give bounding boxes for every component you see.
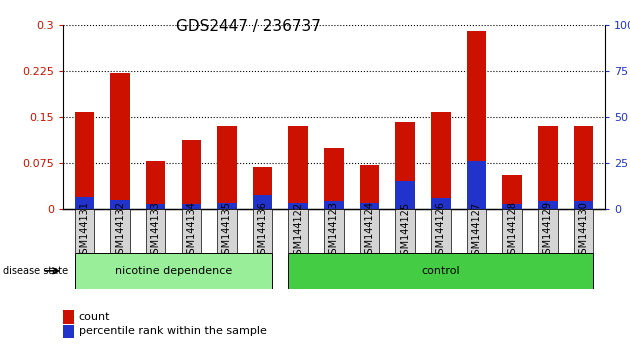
Text: GSM144123: GSM144123 (329, 201, 339, 261)
Bar (360, 165, 379, 209)
FancyBboxPatch shape (146, 209, 166, 253)
Bar (146, 204, 166, 209)
FancyBboxPatch shape (253, 209, 272, 253)
Text: GSM144131: GSM144131 (79, 201, 89, 261)
Bar (573, 126, 593, 209)
Bar (538, 201, 558, 209)
Bar (467, 161, 486, 209)
Text: GSM144127: GSM144127 (471, 201, 481, 261)
FancyBboxPatch shape (467, 209, 486, 253)
Bar (431, 112, 450, 209)
FancyBboxPatch shape (181, 209, 201, 253)
FancyBboxPatch shape (289, 253, 593, 289)
Bar (467, 31, 486, 209)
Bar (74, 112, 94, 209)
Bar (146, 161, 166, 209)
Text: GSM144130: GSM144130 (578, 201, 588, 261)
Bar (396, 181, 415, 209)
Text: percentile rank within the sample: percentile rank within the sample (79, 326, 266, 336)
Bar (573, 201, 593, 209)
FancyBboxPatch shape (289, 209, 308, 253)
Text: GSM144122: GSM144122 (293, 201, 303, 261)
Bar (502, 175, 522, 209)
FancyBboxPatch shape (573, 209, 593, 253)
Bar (253, 195, 272, 209)
Text: GSM144124: GSM144124 (365, 201, 375, 261)
FancyBboxPatch shape (74, 209, 94, 253)
Bar (538, 126, 558, 209)
FancyBboxPatch shape (110, 209, 130, 253)
Bar (360, 203, 379, 209)
FancyBboxPatch shape (324, 209, 344, 253)
Text: GSM144129: GSM144129 (543, 201, 553, 261)
Text: disease state: disease state (3, 266, 68, 276)
Bar (502, 204, 522, 209)
FancyBboxPatch shape (360, 209, 379, 253)
Bar (181, 140, 201, 209)
FancyBboxPatch shape (431, 209, 450, 253)
Bar (110, 73, 130, 209)
Bar (217, 126, 237, 209)
Bar (217, 203, 237, 209)
Text: GDS2447 / 236737: GDS2447 / 236737 (176, 19, 321, 34)
Text: GSM144128: GSM144128 (507, 201, 517, 261)
Text: nicotine dependence: nicotine dependence (115, 266, 232, 276)
Text: GSM144134: GSM144134 (186, 201, 197, 261)
Bar (431, 198, 450, 209)
Bar (74, 196, 94, 209)
Text: GSM144126: GSM144126 (436, 201, 446, 261)
FancyBboxPatch shape (396, 209, 415, 253)
Text: count: count (79, 312, 110, 322)
Bar (253, 167, 272, 209)
Text: GSM144133: GSM144133 (151, 201, 161, 261)
Bar (324, 148, 344, 209)
Bar (289, 203, 308, 209)
Bar (396, 122, 415, 209)
Text: GSM144136: GSM144136 (258, 201, 268, 261)
FancyBboxPatch shape (217, 209, 237, 253)
Text: control: control (421, 266, 460, 276)
Text: GSM144135: GSM144135 (222, 201, 232, 261)
Text: GSM144125: GSM144125 (400, 201, 410, 261)
Bar (110, 200, 130, 209)
FancyBboxPatch shape (538, 209, 558, 253)
FancyBboxPatch shape (502, 209, 522, 253)
Bar (289, 126, 308, 209)
Text: GSM144132: GSM144132 (115, 201, 125, 261)
FancyBboxPatch shape (74, 253, 272, 289)
Bar (324, 201, 344, 209)
Bar (181, 204, 201, 209)
